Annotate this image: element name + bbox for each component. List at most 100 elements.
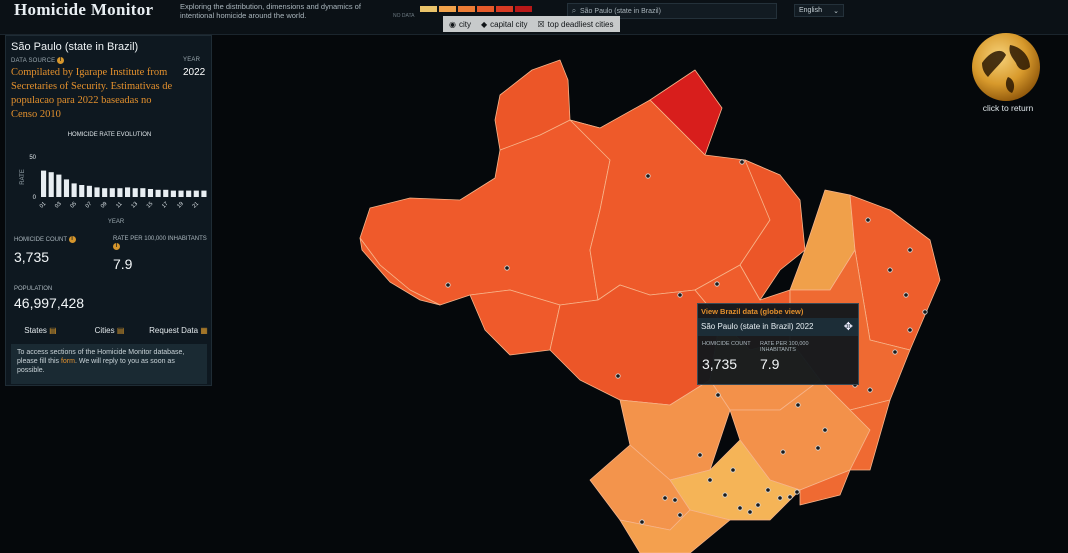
data-source-label: DATA SOURCE i [11,57,65,64]
city-marker[interactable] [677,512,683,518]
bar[interactable] [170,190,176,197]
tooltip-count-block: HOMICIDE COUNT 3,735 [702,341,762,372]
y-tick-label: 50 [29,155,36,161]
city-marker[interactable] [747,509,753,515]
tooltip-header-link[interactable]: View Brazil data (globe view) [701,307,804,316]
globe-icon[interactable] [972,33,1040,101]
form-link[interactable]: form [60,358,75,365]
city-marker[interactable] [615,373,621,379]
bar[interactable] [201,190,207,197]
population-block: POPULATION 46,997,428 [14,286,84,311]
bar[interactable] [63,179,70,197]
city-marker[interactable] [815,445,821,451]
bar[interactable] [94,187,100,197]
city-marker[interactable] [765,487,771,493]
click-to-return-label[interactable]: click to return [982,103,1034,113]
city-marker[interactable] [865,217,871,223]
city-marker[interactable] [892,349,898,355]
city-marker[interactable] [662,495,668,501]
city-marker[interactable] [867,387,873,393]
city-marker[interactable] [504,265,510,271]
bar[interactable] [48,172,54,197]
x-axis-label: YEAR [108,219,125,225]
city-marker[interactable] [722,492,728,498]
x-tick-label: 07 [85,201,94,210]
bar[interactable] [140,188,146,197]
city-marker[interactable] [903,292,909,298]
maptype-capital-city[interactable]: ◆ capital city [481,20,528,29]
bar[interactable] [155,189,161,197]
app-title[interactable]: Homicide Monitor [14,0,154,19]
cities-link[interactable]: Cities ▤ [75,326,144,335]
bar[interactable] [125,187,131,197]
bar[interactable] [102,188,108,197]
city-marker[interactable] [639,519,645,525]
legend-swatch [458,6,475,12]
city-marker[interactable] [822,427,828,433]
state-tooltip[interactable]: View Brazil data (globe view) São Paulo … [697,303,859,385]
city-marker[interactable] [907,247,913,253]
city-marker[interactable] [777,495,783,501]
info-icon[interactable]: i [68,236,76,243]
bar[interactable] [147,189,154,197]
notice-text-after: . We will reply to you as soon as possib… [17,358,175,374]
bar[interactable] [132,188,138,197]
states-link-label: States [24,326,47,335]
city-marker[interactable] [445,282,451,288]
city-marker[interactable] [697,452,703,458]
region-rio [799,469,851,506]
x-tick-label: 01 [39,201,48,210]
bar[interactable] [193,190,199,197]
request-data-link[interactable]: Request Data ▦ [144,326,213,335]
bar[interactable] [109,188,115,197]
homicide-count-label: HOMICIDE COUNT i [14,236,109,244]
x-tick-label: 21 [192,201,201,210]
bar[interactable] [56,174,62,197]
population-label: POPULATION [14,286,53,292]
maptype-top-deadliest[interactable]: ☒ top deadliest cities [538,20,614,29]
info-icon[interactable]: i [113,243,120,250]
city-marker[interactable] [780,449,786,455]
city-marker[interactable] [795,402,801,408]
city-marker[interactable] [714,281,720,287]
x-tick-label: 03 [54,201,63,210]
states-link[interactable]: States ▤ [6,326,75,335]
brazil-map[interactable] [350,50,950,553]
request-data-label: Request Data [149,326,199,335]
city-marker[interactable] [677,292,683,298]
bar[interactable] [163,189,169,197]
city-marker[interactable] [787,494,793,500]
maptype-city[interactable]: ◉ city [449,20,471,29]
city-marker[interactable] [739,159,745,165]
bar[interactable] [178,190,184,197]
city-marker[interactable] [715,392,721,398]
city-marker[interactable] [672,497,678,503]
city-marker[interactable] [907,327,913,333]
rate-block: RATE PER 100,000 INHABITANTS i 7.9 [113,236,208,272]
city-marker[interactable] [737,505,743,511]
tooltip-rate-value: 7.9 [760,356,780,372]
bar[interactable] [71,183,77,197]
city-marker[interactable] [887,267,893,273]
population-value: 46,997,428 [14,295,85,311]
city-marker[interactable] [645,173,651,179]
move-icon[interactable]: ✥ [843,321,853,333]
bar[interactable] [186,190,192,197]
bar[interactable] [79,185,85,197]
bar[interactable] [41,170,47,197]
city-marker[interactable] [794,489,800,495]
city-marker[interactable] [922,309,928,315]
city-marker[interactable] [755,502,761,508]
info-icon[interactable]: i [57,57,65,64]
year-value: 2022 [183,67,206,78]
search-value: São Paulo (state in Brazil) [580,7,661,15]
bar[interactable] [86,185,92,197]
city-marker[interactable] [707,477,713,483]
language-select[interactable]: English ⌄ [794,4,844,17]
search-icon: ⌕ [571,6,577,15]
bar[interactable] [117,188,123,197]
city-marker[interactable] [730,467,736,473]
color-legend [420,6,534,12]
app-subtitle: Exploring the distribution, dimensions a… [180,2,361,20]
search-input[interactable]: ⌕ São Paulo (state in Brazil) [567,3,777,19]
